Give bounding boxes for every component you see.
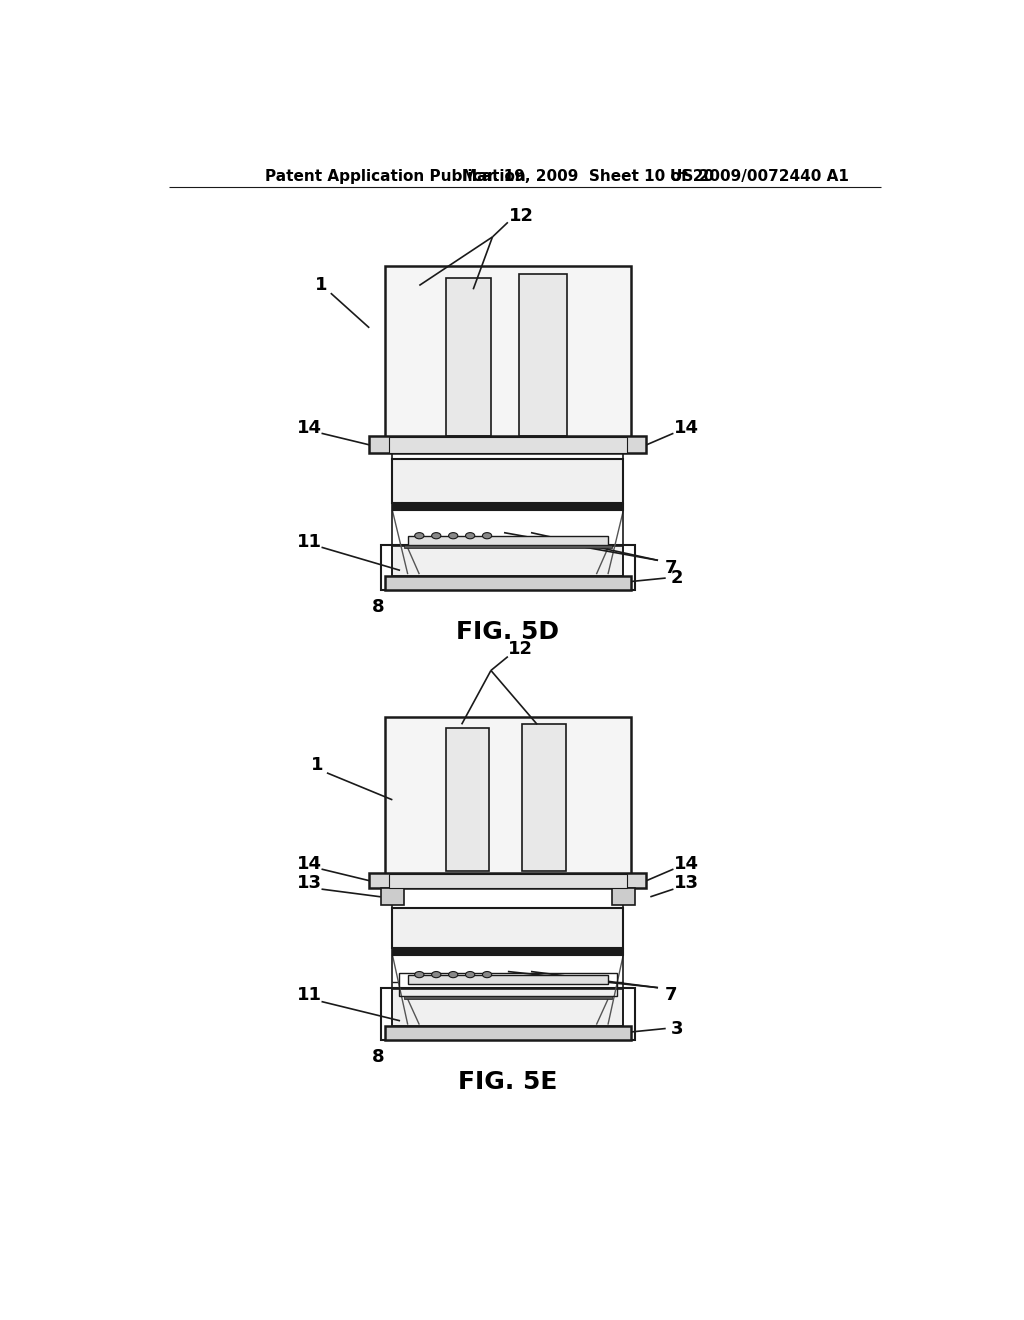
Text: 1: 1 [310,756,324,774]
Text: 11: 11 [297,533,322,550]
Bar [403,997,611,999]
Text: 7: 7 [665,560,677,577]
Bar [385,717,631,882]
Bar [611,888,635,906]
Text: 2: 2 [671,569,683,587]
Bar [521,725,566,871]
Bar [385,576,631,590]
Bar [403,545,611,548]
Bar [385,1026,631,1040]
Text: 7: 7 [665,986,677,1003]
Text: 13: 13 [297,874,322,892]
Bar [519,275,567,436]
Text: 3: 3 [671,1019,683,1038]
Bar [446,277,490,436]
Text: Mar. 19, 2009  Sheet 10 of 20: Mar. 19, 2009 Sheet 10 of 20 [462,169,714,185]
Bar [388,874,628,887]
Text: Patent Application Publication: Patent Application Publication [265,169,526,185]
Text: 14: 14 [297,855,322,873]
Text: 12: 12 [508,640,532,657]
Text: US 2009/0072440 A1: US 2009/0072440 A1 [670,169,849,185]
Ellipse shape [415,532,424,539]
Bar [408,974,608,983]
Bar [388,437,628,453]
Text: FIG. 5E: FIG. 5E [458,1071,557,1094]
Bar [392,503,624,511]
Ellipse shape [482,972,492,978]
Text: 1: 1 [315,276,328,294]
Ellipse shape [466,972,475,978]
Text: 12: 12 [509,207,535,226]
Text: 14: 14 [674,418,699,437]
Bar [385,267,631,447]
Ellipse shape [449,532,458,539]
Text: 11: 11 [297,986,322,1005]
Ellipse shape [415,972,424,978]
Bar [370,437,646,453]
Text: 13: 13 [674,874,699,892]
Bar [392,948,624,954]
Bar [398,973,617,997]
Text: 14: 14 [297,418,322,437]
Ellipse shape [432,972,441,978]
Ellipse shape [449,972,458,978]
Bar [446,729,488,871]
Bar [392,546,624,576]
Bar [392,459,624,503]
Bar [381,987,635,1040]
Text: 8: 8 [372,1048,385,1067]
Bar [408,536,608,545]
Bar [381,888,403,906]
Bar [392,989,624,1026]
Text: 14: 14 [674,855,699,873]
Bar [392,908,624,948]
Ellipse shape [482,532,492,539]
Ellipse shape [432,532,441,539]
Ellipse shape [466,532,475,539]
Bar [370,873,646,888]
Text: 8: 8 [372,598,385,615]
Text: FIG. 5D: FIG. 5D [457,620,559,644]
Bar [381,545,635,590]
